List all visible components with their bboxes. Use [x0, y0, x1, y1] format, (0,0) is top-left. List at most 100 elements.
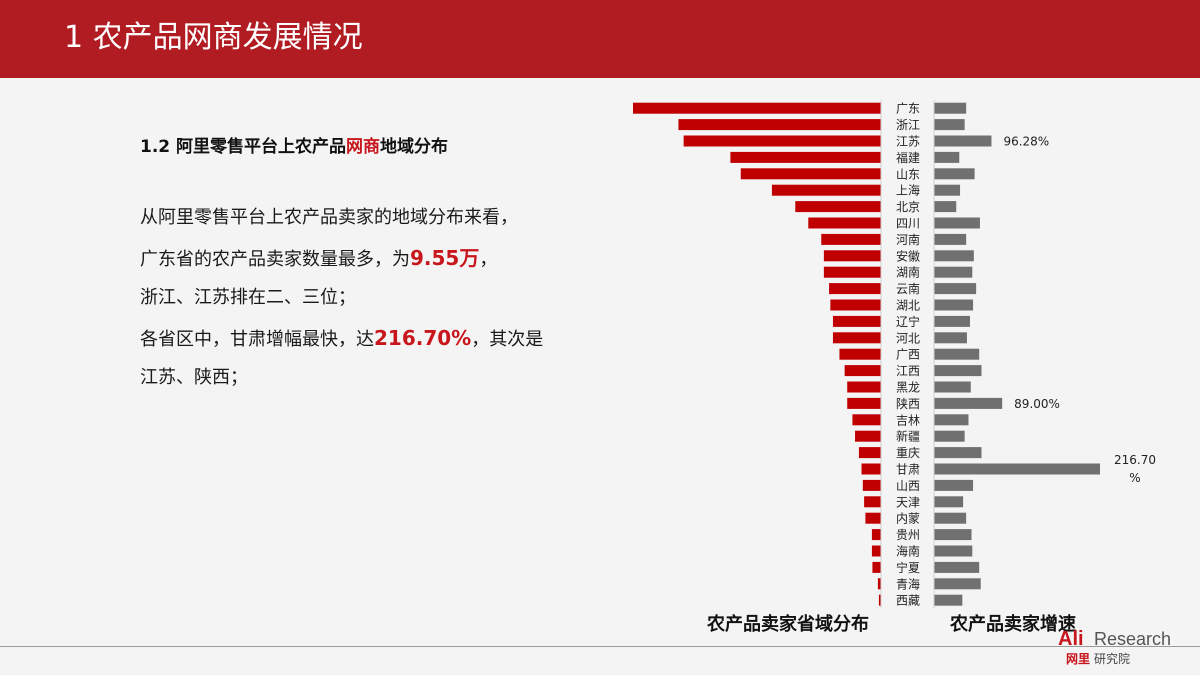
seller-bar	[830, 299, 881, 311]
seller-bar	[740, 168, 881, 180]
seller-bar	[683, 135, 881, 147]
growth-bar	[934, 250, 974, 262]
province-label: 江西	[896, 364, 920, 378]
body-line-4-prefix: 各省区中，甘肃增幅最快，达	[140, 329, 374, 350]
province-label: 海南	[896, 544, 920, 559]
body-line-1: 从阿里零售平台上农产品卖家的地域分布来看，	[140, 207, 518, 228]
growth-bar	[934, 578, 981, 590]
seller-count-highlight: 9.55万	[410, 246, 480, 270]
growth-bar	[934, 135, 992, 147]
province-label: 西藏	[896, 594, 920, 608]
province-label: 福建	[896, 150, 920, 165]
province-label: 云南	[896, 281, 920, 296]
growth-bar	[934, 463, 1100, 475]
growth-bar	[934, 233, 967, 245]
data-label-gansu-unit: %	[1129, 471, 1140, 485]
body-line-2-prefix: 广东省的农产品卖家数量最多，为	[140, 249, 410, 270]
growth-bar	[934, 168, 975, 180]
subtitle-highlight: 网商	[346, 137, 381, 157]
province-label: 山东	[896, 167, 920, 181]
growth-bar	[934, 414, 969, 426]
province-label: 江苏	[896, 135, 920, 149]
body-line-4-suffix: ，其次是	[471, 329, 544, 350]
growth-bar	[934, 447, 982, 459]
seller-bar	[832, 332, 881, 344]
body-line-5: 江苏、陕西；	[140, 367, 248, 388]
logo-ali-text: Ali	[1058, 628, 1084, 650]
seller-bar	[847, 381, 881, 393]
data-label-gansu: 216.70	[1114, 453, 1156, 467]
seller-bar	[877, 578, 881, 590]
body-line-3: 浙江、江苏排在二、三位；	[140, 287, 356, 308]
growth-bar	[934, 496, 964, 508]
growth-bar	[934, 348, 980, 360]
left-chart-title: 农产品卖家省域分布	[706, 613, 869, 635]
body-text: 从阿里零售平台上农产品卖家的地域分布来看， 广东省的农产品卖家数量最多，为9.5…	[140, 198, 610, 398]
seller-bar	[861, 463, 881, 475]
seller-bar	[633, 102, 881, 114]
province-label: 陕西	[896, 396, 920, 411]
province-label: 上海	[896, 183, 920, 198]
province-label: 贵州	[896, 528, 920, 542]
seller-bar	[808, 217, 881, 229]
growth-bar	[934, 332, 967, 344]
growth-bar	[934, 397, 1003, 409]
seller-bar	[865, 512, 881, 524]
growth-bar	[934, 545, 973, 557]
growth-bar	[934, 430, 965, 442]
province-label: 宁夏	[896, 560, 920, 575]
growth-bar	[934, 315, 971, 327]
seller-bar	[821, 233, 881, 245]
seller-bar	[878, 594, 881, 606]
seller-bar	[771, 184, 881, 196]
body-line-4: 各省区中，甘肃增幅最快，达216.70%，其次是	[140, 318, 610, 358]
seller-bar	[864, 496, 881, 508]
growth-bar	[934, 283, 977, 295]
footer-divider	[0, 646, 1200, 647]
province-label: 吉林	[896, 413, 920, 427]
province-label: 湖北	[896, 298, 920, 313]
province-label: 安徽	[896, 248, 920, 263]
seller-bar	[829, 283, 881, 295]
seller-bar	[862, 479, 881, 491]
seller-bar	[852, 414, 881, 426]
header-bar: 1 农产品网商发展情况	[0, 0, 1200, 78]
growth-bar	[934, 217, 980, 229]
growth-bar	[934, 365, 982, 377]
province-label: 重庆	[896, 446, 920, 460]
seller-bar	[839, 348, 881, 360]
province-label: 辽宁	[896, 314, 920, 329]
growth-bar	[934, 201, 957, 213]
province-label: 浙江	[896, 118, 920, 132]
growth-rate-highlight: 216.70%	[374, 326, 472, 350]
province-label: 新疆	[896, 429, 920, 444]
growth-bar	[934, 102, 967, 114]
growth-bar	[934, 119, 965, 131]
page-title: 1 农产品网商发展情况	[64, 20, 363, 55]
seller-bar	[678, 119, 881, 131]
province-label: 河北	[896, 331, 920, 345]
province-label: 广西	[896, 348, 920, 362]
logo-cn-red-text: 网里	[1066, 652, 1091, 666]
growth-bar	[934, 266, 973, 278]
province-label: 黑龙	[896, 381, 920, 395]
growth-bar	[934, 299, 974, 311]
province-label: 四川	[896, 217, 920, 231]
subtitle-suffix: 地域分布	[380, 137, 449, 157]
seller-bar	[871, 529, 881, 541]
province-label: 广东	[896, 102, 920, 116]
data-label-shaanxi: 89.00%	[1014, 397, 1060, 411]
subtitle-prefix: 1.2 阿里零售平台上农产品	[140, 137, 347, 157]
province-label: 青海	[896, 576, 920, 591]
growth-bar	[934, 561, 980, 573]
seller-bar	[730, 151, 881, 163]
growth-bar	[934, 479, 974, 491]
seller-bar	[855, 430, 881, 442]
right-chart-title: 农产品卖家增速	[949, 613, 1076, 635]
province-label: 山西	[896, 479, 920, 493]
growth-bar	[934, 594, 963, 606]
province-label: 北京	[896, 200, 920, 214]
seller-bar	[795, 201, 881, 213]
growth-bar	[934, 381, 971, 393]
